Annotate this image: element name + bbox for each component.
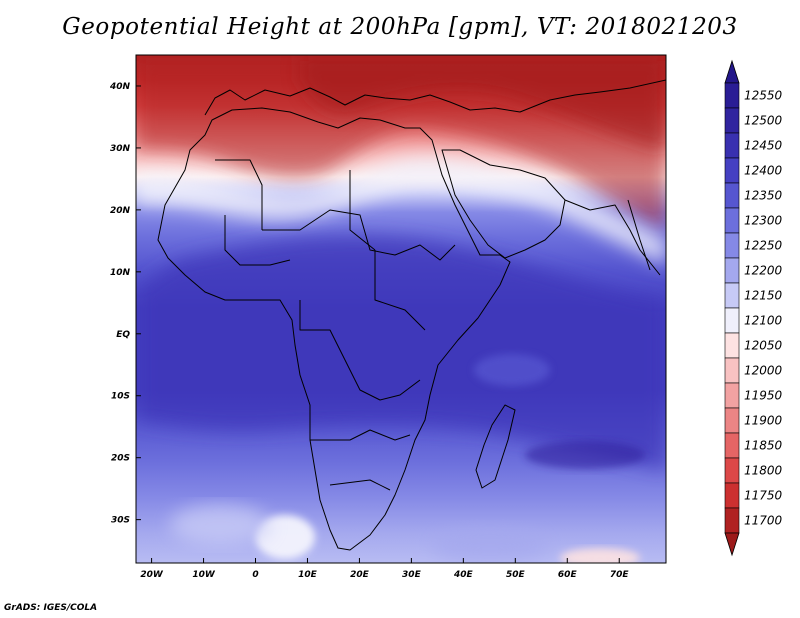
colorbar-swatch-10 [724, 332, 740, 359]
colorbar-swatch-12 [724, 382, 740, 409]
colorbar-label-13: 11900 [744, 414, 783, 428]
lon-tick-label-3: 10E [298, 570, 318, 580]
colorbar-label-4: 12350 [744, 189, 783, 203]
colorbar-swatch-13 [724, 407, 740, 434]
chart-title: Geopotential Height at 200hPa [gpm], VT:… [62, 14, 738, 40]
colorbar-label-11: 12000 [744, 364, 783, 378]
coastlines [157, 79, 666, 551]
lat-tick-label-5: 10S [111, 392, 130, 402]
plot-frame [135, 54, 667, 564]
colorbar-swatch-15 [724, 457, 740, 484]
lon-tick-label-8: 60E [558, 570, 578, 580]
colorbar-label-6: 12250 [744, 239, 783, 253]
colorbar-label-15: 11800 [744, 464, 783, 478]
colorbar-swatch-1 [724, 107, 740, 134]
lat-tick-label-2: 20N [110, 206, 131, 216]
colorbar-swatch-0 [724, 82, 740, 109]
lon-tick-label-1: 10W [192, 570, 216, 580]
colorbar-label-7: 12200 [744, 264, 783, 278]
lon-tick-label-7: 50E [506, 570, 526, 580]
colorbar-swatch-9 [724, 307, 740, 334]
geopotential-field [136, 55, 666, 563]
lon-tick-label-5: 30E [402, 570, 422, 580]
colorbar-label-8: 12150 [744, 289, 783, 303]
colorbar-swatch-17 [724, 507, 740, 534]
colorbar-swatch-3 [724, 157, 740, 184]
lon-tick-label-0: 20W [140, 570, 164, 580]
colorbar-label-3: 12400 [744, 164, 783, 178]
colorbar-bottom-arrow [724, 532, 740, 557]
lon-tick-label-6: 40E [453, 570, 474, 580]
colorbar-label-17: 11700 [744, 514, 783, 528]
lon-tick-label-2: 0 [252, 570, 258, 580]
colorbar-label-9: 12100 [744, 314, 783, 328]
colorbar-swatch-14 [724, 432, 740, 459]
lat-tick-label-0: 40N [109, 82, 131, 92]
lat-tick-label-3: 10N [110, 268, 131, 278]
colorbar-swatch-8 [724, 282, 740, 309]
colorbar-label-0: 12550 [744, 89, 783, 103]
lat-tick-label-4: EQ [116, 330, 130, 340]
lat-tick-label-7: 30S [111, 516, 130, 526]
colorbar-label-16: 11750 [744, 489, 783, 503]
colorbar-label-2: 12450 [744, 139, 783, 153]
colorbar-swatch-5 [724, 207, 740, 234]
lat-tick-label-1: 30N [110, 144, 131, 154]
colorbar-label-5: 12300 [744, 214, 783, 228]
lon-tick-label-9: 70E [610, 570, 630, 580]
colorbar-swatch-11 [724, 357, 740, 384]
colorbar-label-12: 11950 [744, 389, 783, 403]
colorbar-label-14: 11850 [744, 439, 783, 453]
colorbar-swatch-16 [724, 482, 740, 509]
lon-tick-label-4: 20E [350, 570, 370, 580]
colorbar-swatch-4 [724, 182, 740, 209]
axes: 20W 10W 0 10E 20E 30E 40E 50E 60E 70E 40N 30N 20N 10N… [109, 82, 629, 580]
colorbar-label-1: 12500 [744, 114, 783, 128]
colorbar-swatch-7 [724, 257, 740, 284]
credit-label: GrADS: IGES/COLA [4, 603, 98, 613]
colorbar-swatch-2 [724, 132, 740, 159]
lat-tick-label-6: 20S [111, 454, 130, 464]
colorbar-label-10: 12050 [744, 339, 783, 353]
colorbar-swatch-6 [724, 232, 740, 259]
colorbar-top-arrow [724, 59, 740, 84]
